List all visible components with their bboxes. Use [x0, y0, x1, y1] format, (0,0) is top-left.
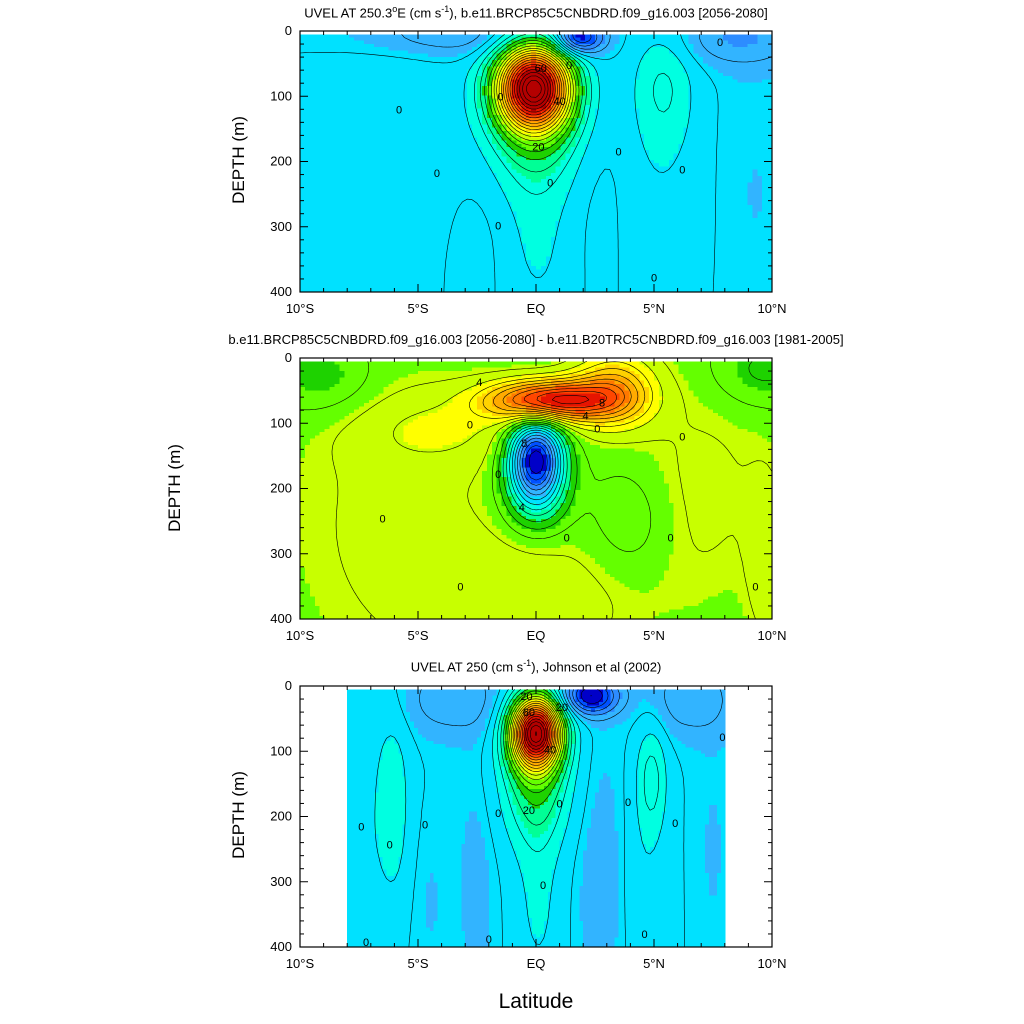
y-tick-label: 100 [270, 88, 292, 103]
contour-label: 0 [625, 797, 631, 809]
x-tick-label: EQ [527, 301, 546, 316]
contour-label: 60 [523, 707, 535, 719]
x-tick-label: 5°N [643, 628, 665, 643]
x-tick-label: 10°S [286, 956, 315, 971]
y-tick-label: 0 [285, 23, 292, 38]
contour-label: 0 [719, 732, 725, 744]
contour-label: 0 [547, 177, 553, 189]
x-tick-label: 10°S [286, 301, 315, 316]
contour-label: 0 [679, 431, 685, 443]
contour-label: 4 [519, 502, 525, 514]
contour-label: 0 [641, 929, 647, 941]
contour-label: 0 [672, 818, 678, 830]
y-tick-label: 100 [270, 743, 292, 758]
y-tick-label: 400 [270, 284, 292, 299]
y-tick-label: 200 [270, 154, 292, 169]
contour-label: 0 [422, 819, 428, 831]
contour-label: 0 [651, 273, 657, 285]
contour-label: 0 [495, 808, 501, 820]
x-tick-label: EQ [527, 956, 546, 971]
contour-label: 0 [752, 581, 758, 593]
contour-label: 40 [544, 744, 556, 756]
contour-label: 20 [532, 141, 544, 153]
contour-label: 4 [582, 410, 588, 422]
y-tick-label: 0 [285, 350, 292, 365]
contour-label: 0 [566, 60, 572, 72]
x-tick-label: 5°N [643, 301, 665, 316]
contour-label: 40 [553, 96, 565, 108]
contour-label: 0 [387, 840, 393, 852]
contour-label: 0 [495, 469, 501, 481]
contour-label: 4 [476, 377, 482, 389]
y-tick-label: 400 [270, 611, 292, 626]
y-tick-label: 0 [285, 678, 292, 693]
contour-label: 8 [521, 438, 527, 450]
y-tick-label: 400 [270, 939, 292, 954]
x-tick-label: 5°S [407, 301, 428, 316]
contour-label: 0 [498, 91, 504, 103]
contour-label: 20 [556, 702, 568, 714]
x-tick-label: 5°N [643, 956, 665, 971]
contour-label: 0 [557, 798, 563, 810]
x-tick-label: 10°N [757, 956, 786, 971]
contour-label: 0 [380, 514, 386, 526]
contour-label: 0 [679, 164, 685, 176]
x-tick-label: 5°S [407, 956, 428, 971]
x-tick-label: 10°N [757, 628, 786, 643]
y-tick-label: 100 [270, 415, 292, 430]
contour-label: 0 [717, 37, 723, 49]
x-tick-label: 5°S [407, 628, 428, 643]
contour-label: 20 [523, 805, 535, 817]
y-tick-label: 200 [270, 481, 292, 496]
contour-label: 0 [564, 532, 570, 544]
y-tick-label: 300 [270, 874, 292, 889]
contour-label: 0 [467, 420, 473, 432]
contour-label: 0 [434, 168, 440, 180]
contour-label: 0 [358, 821, 364, 833]
x-tick-label: 10°N [757, 301, 786, 316]
y-tick-label: 300 [270, 219, 292, 234]
y-tick-label: 200 [270, 809, 292, 824]
x-tick-label: EQ [527, 628, 546, 643]
contour-label: 0 [616, 147, 622, 159]
contour-label: 0 [594, 423, 600, 435]
contour-label: 0 [540, 880, 546, 892]
contour-label: 60 [535, 63, 547, 75]
contour-label: 0 [667, 532, 673, 544]
contour-label: 0 [495, 220, 501, 232]
contour-label: 0 [396, 104, 402, 116]
filled-contours-3 [347, 689, 725, 947]
contour-label: 20 [520, 691, 532, 703]
x-tick-label: 10°S [286, 628, 315, 643]
contour-label: 8 [599, 397, 605, 409]
contour-label: 0 [457, 581, 463, 593]
y-tick-label: 300 [270, 546, 292, 561]
